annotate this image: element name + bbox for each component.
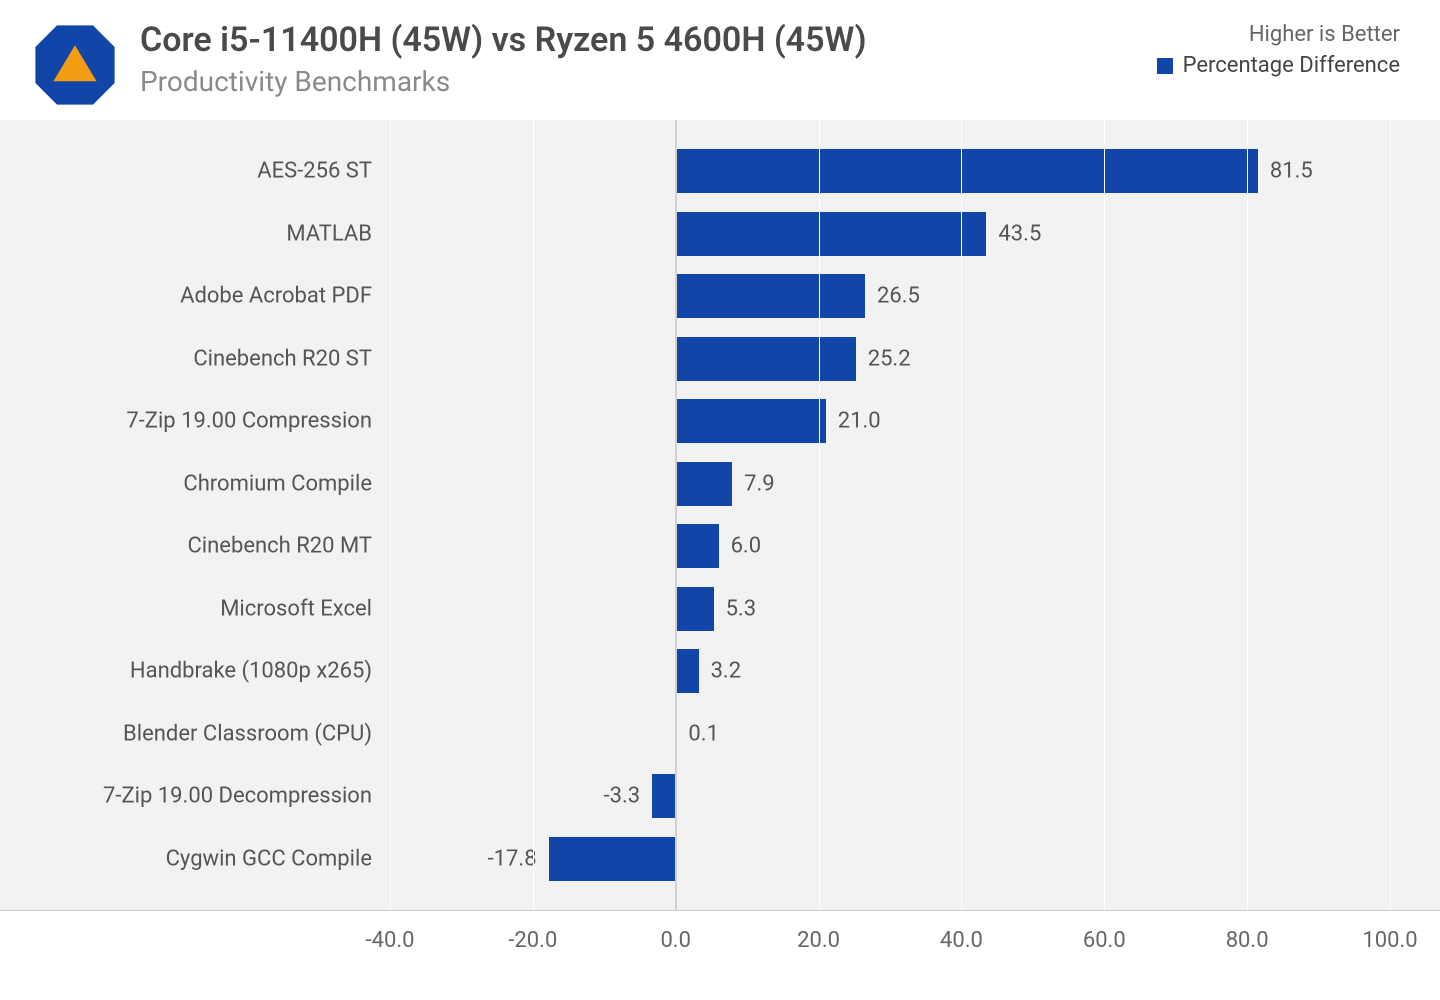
bar-value: 26.5 bbox=[877, 284, 920, 309]
bar-rect bbox=[676, 524, 719, 568]
legend: Higher is Better Percentage Difference bbox=[1157, 22, 1400, 78]
bar-label: Microsoft Excel bbox=[0, 596, 372, 621]
legend-swatch bbox=[1157, 58, 1173, 74]
x-tick-label: 100.0 bbox=[1362, 928, 1417, 953]
x-tick-label: 20.0 bbox=[797, 928, 840, 953]
x-axis-line bbox=[0, 910, 1440, 911]
bar-row: Blender Classroom (CPU) 0.1 bbox=[0, 712, 1440, 756]
x-axis: -40.0 -20.0 0.0 20.0 40.0 60.0 80.0 100.0 bbox=[0, 910, 1440, 980]
bar-value: 5.3 bbox=[726, 596, 757, 621]
grid-line bbox=[390, 120, 391, 910]
plot-area: AES-256 ST 81.5 MATLAB 43.5 Adobe Acrobat PD… bbox=[0, 120, 1440, 980]
bar-label: 7-Zip 19.00 Compression bbox=[0, 409, 372, 434]
bar-value: 0.1 bbox=[688, 721, 719, 746]
bar-label: MATLAB bbox=[0, 221, 372, 246]
zero-line bbox=[675, 120, 677, 910]
x-tick-label: 60.0 bbox=[1083, 928, 1126, 953]
bar-rect bbox=[676, 587, 714, 631]
bar-row: 7-Zip 19.00 Compression 21.0 bbox=[0, 399, 1440, 443]
bar-row: Adobe Acrobat PDF 26.5 bbox=[0, 274, 1440, 318]
grid-line bbox=[1104, 120, 1105, 910]
bar-label: Handbrake (1080p x265) bbox=[0, 659, 372, 684]
x-tick-label: -40.0 bbox=[366, 928, 415, 953]
site-logo bbox=[30, 20, 120, 110]
bar-rect bbox=[676, 399, 826, 443]
x-tick-label: 40.0 bbox=[940, 928, 983, 953]
x-tick-label: -20.0 bbox=[508, 928, 557, 953]
bar-rect bbox=[652, 774, 676, 818]
bar-rect bbox=[676, 337, 856, 381]
bar-value: 3.2 bbox=[711, 659, 742, 684]
bar-row: Cygwin GCC Compile -17.8 bbox=[0, 837, 1440, 881]
bar-row: 7-Zip 19.00 Decompression -3.3 bbox=[0, 774, 1440, 818]
legend-label: Percentage Difference bbox=[1183, 53, 1400, 78]
bar-value: -17.8 bbox=[488, 846, 537, 871]
bar-rect bbox=[676, 274, 865, 318]
bar-value: 25.2 bbox=[868, 346, 911, 371]
bar-rect bbox=[676, 212, 987, 256]
legend-item: Percentage Difference bbox=[1157, 53, 1400, 78]
bar-row: Cinebench R20 ST 25.2 bbox=[0, 337, 1440, 381]
bar-rect bbox=[549, 837, 676, 881]
bar-label: Cinebench R20 ST bbox=[0, 346, 372, 371]
bar-label: AES-256 ST bbox=[0, 159, 372, 184]
bar-label: Cinebench R20 MT bbox=[0, 534, 372, 559]
bar-row: Chromium Compile 7.9 bbox=[0, 462, 1440, 506]
grid-line bbox=[533, 120, 534, 910]
chart-container: Core i5-11400H (45W) vs Ryzen 5 4600H (4… bbox=[0, 0, 1440, 1000]
grid-line bbox=[1390, 120, 1391, 910]
bar-value: 43.5 bbox=[998, 221, 1041, 246]
bar-row: Cinebench R20 MT 6.0 bbox=[0, 524, 1440, 568]
x-tick-label: 80.0 bbox=[1226, 928, 1269, 953]
bar-row: AES-256 ST 81.5 bbox=[0, 149, 1440, 193]
plot-inner: AES-256 ST 81.5 MATLAB 43.5 Adobe Acrobat PD… bbox=[0, 120, 1440, 910]
bar-value: 21.0 bbox=[838, 409, 881, 434]
bar-row: Handbrake (1080p x265) 3.2 bbox=[0, 649, 1440, 693]
bar-label: Chromium Compile bbox=[0, 471, 372, 496]
bar-row: MATLAB 43.5 bbox=[0, 212, 1440, 256]
bars-group: AES-256 ST 81.5 MATLAB 43.5 Adobe Acrobat PD… bbox=[0, 140, 1440, 890]
chart-header: Core i5-11400H (45W) vs Ryzen 5 4600H (4… bbox=[0, 0, 1440, 120]
bar-value: 6.0 bbox=[731, 534, 762, 559]
bar-label: 7-Zip 19.00 Decompression bbox=[0, 784, 372, 809]
bar-label: Cygwin GCC Compile bbox=[0, 846, 372, 871]
bar-value: -3.3 bbox=[604, 784, 641, 809]
grid-line bbox=[819, 120, 820, 910]
bar-value: 81.5 bbox=[1270, 159, 1313, 184]
bar-rect bbox=[676, 649, 699, 693]
bar-rect bbox=[676, 462, 732, 506]
x-tick-label: 0.0 bbox=[660, 928, 691, 953]
bar-value: 7.9 bbox=[744, 471, 775, 496]
bar-row: Microsoft Excel 5.3 bbox=[0, 587, 1440, 631]
bar-label: Blender Classroom (CPU) bbox=[0, 721, 372, 746]
bar-rect bbox=[676, 149, 1258, 193]
grid-line bbox=[961, 120, 962, 910]
legend-note: Higher is Better bbox=[1157, 22, 1400, 47]
bar-label: Adobe Acrobat PDF bbox=[0, 284, 372, 309]
grid-line bbox=[1247, 120, 1248, 910]
